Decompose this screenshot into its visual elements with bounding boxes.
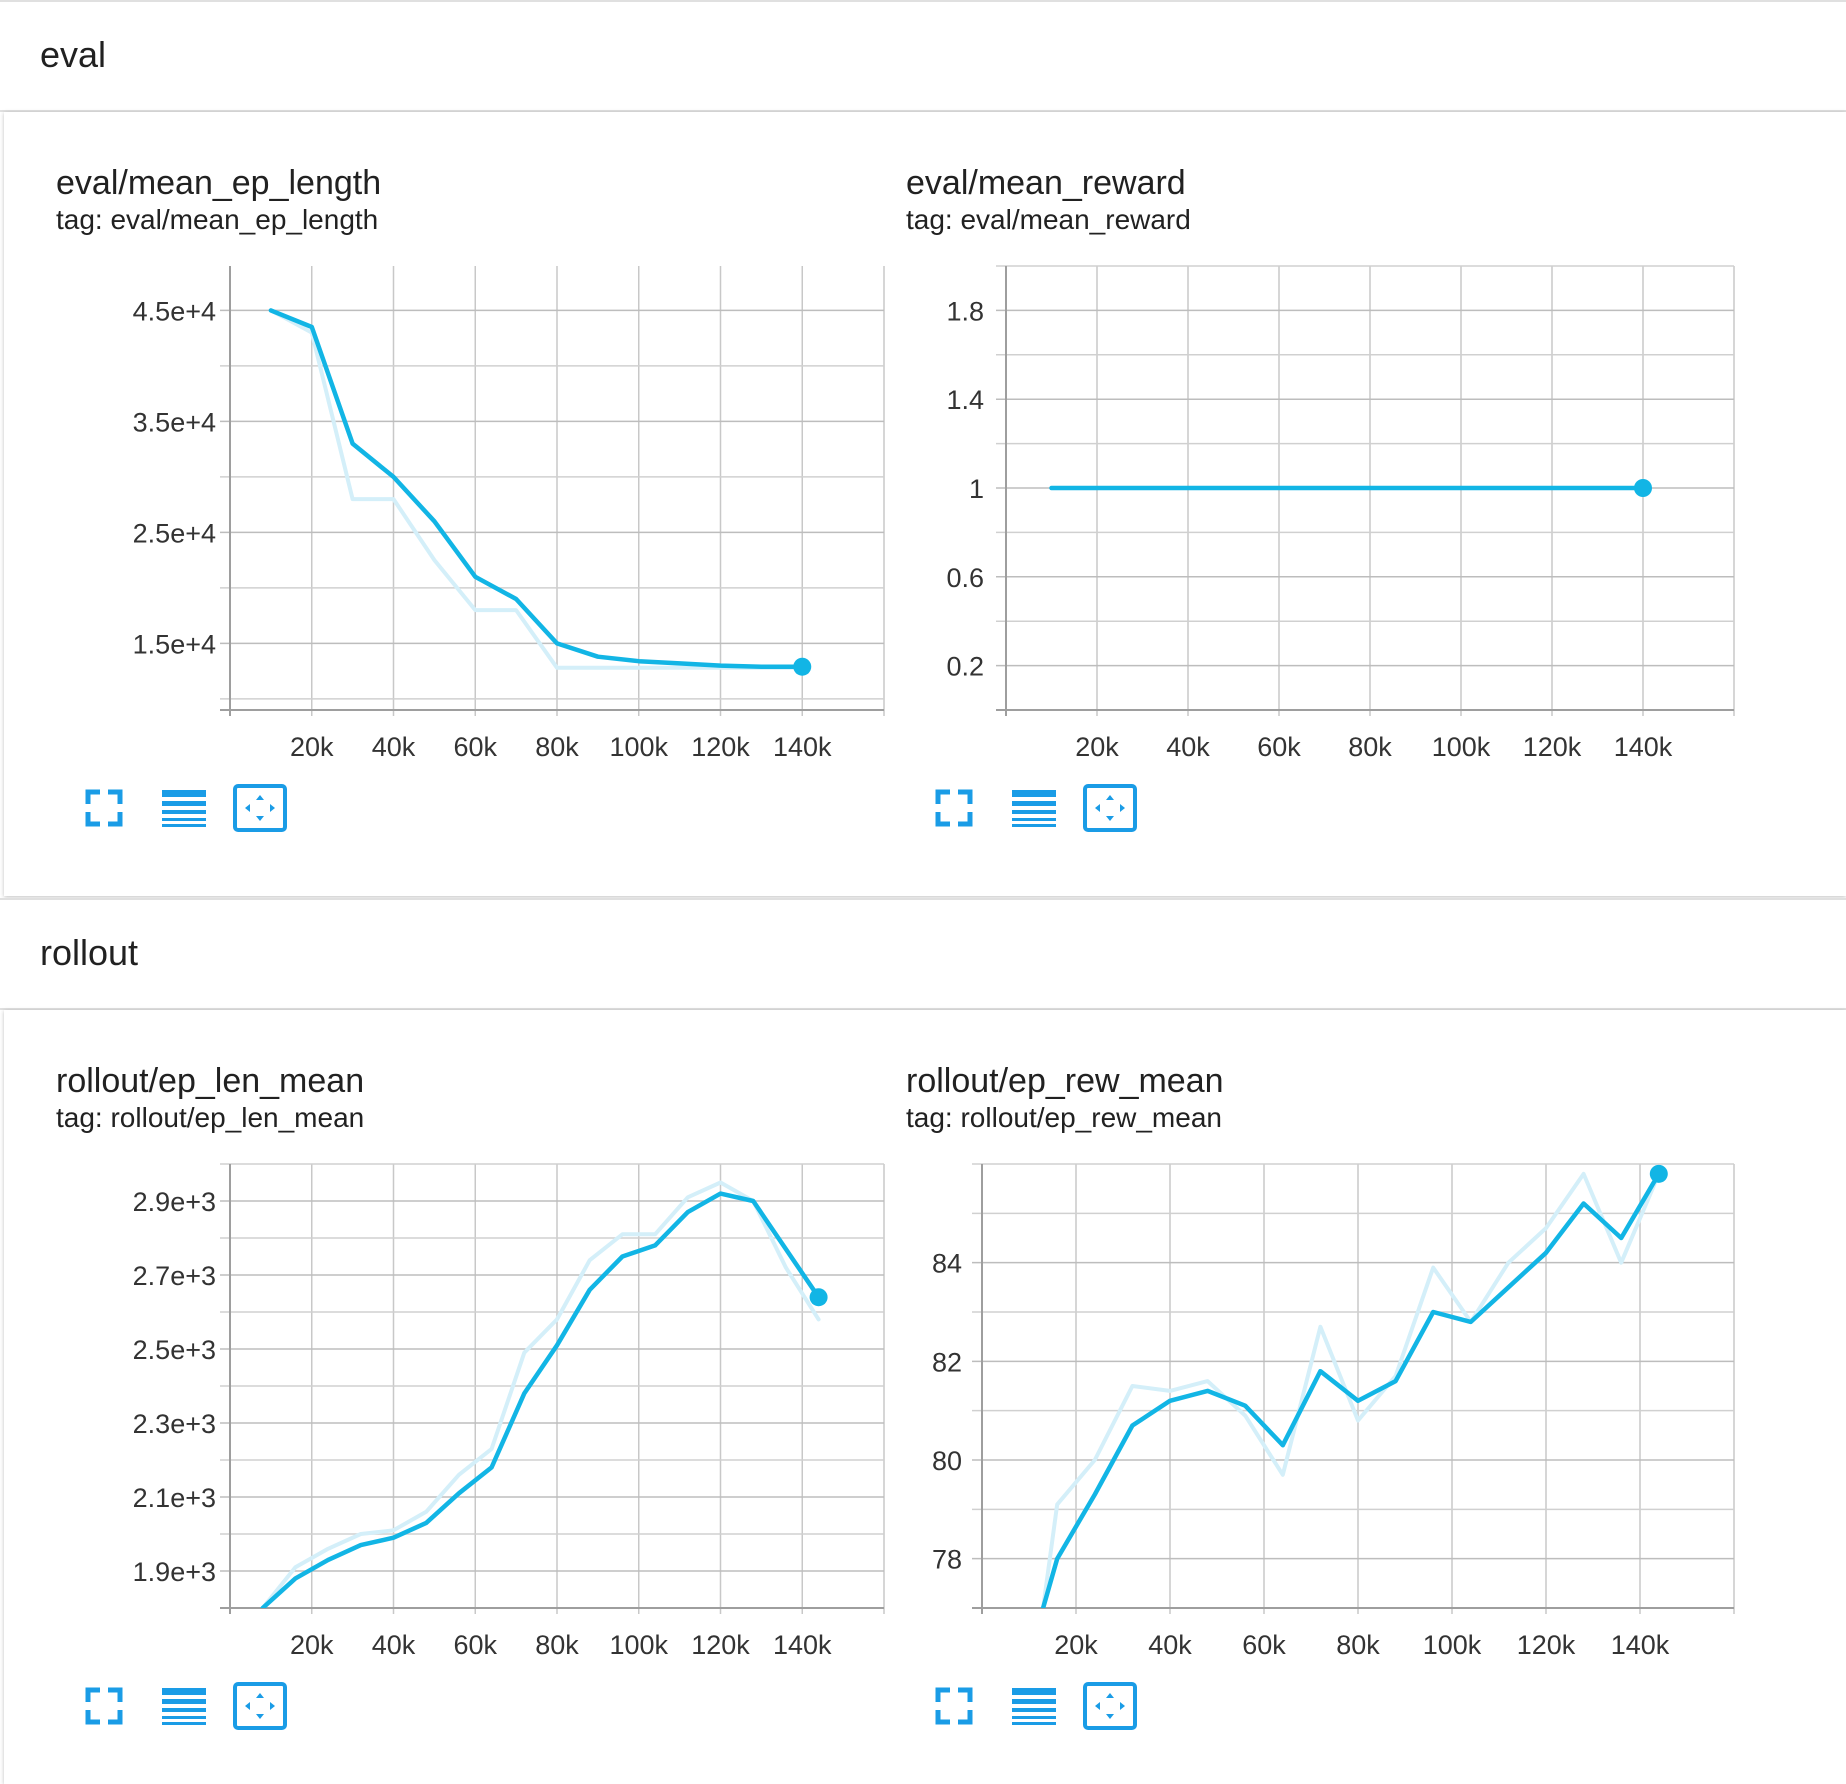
x-tick-label: 140k [1614, 732, 1673, 762]
section-body-rollout: rollout/ep_len_mean tag: rollout/ep_len_… [4, 1010, 1846, 1784]
y-tick-label: 2.9e+3 [133, 1187, 216, 1217]
x-tick-label: 60k [1242, 1630, 1286, 1660]
line-chart[interactable]: 20k 40k 60k 80k 100k 120k 140k 1.9e+3 2.1e+3 2.3e… [4, 1010, 924, 1670]
y-tick-label: 2.5e+3 [133, 1335, 216, 1365]
chart-card: eval/mean_ep_length tag: eval/mean_ep_le… [4, 112, 885, 872]
x-tick-label: 100k [1423, 1630, 1482, 1660]
fit-domain-icon[interactable] [232, 1678, 288, 1734]
fullscreen-icon[interactable] [926, 780, 982, 836]
fit-domain-icon[interactable] [1082, 780, 1138, 836]
chart-grid [220, 266, 885, 716]
section-header-rollout[interactable]: rollout [0, 898, 1846, 1010]
y-tick-label: 1.9e+3 [133, 1557, 216, 1587]
x-tick-label: 140k [773, 732, 832, 762]
y-tick-label: 1.8 [946, 296, 984, 326]
chart-card: eval/mean_reward tag: eval/mean_reward 2… [854, 112, 1735, 872]
y-tick-label: 84 [932, 1249, 962, 1279]
toggle-log-scale-icon[interactable] [1006, 780, 1062, 836]
x-tick-label: 140k [773, 1630, 832, 1660]
toggle-log-scale-icon[interactable] [156, 1678, 212, 1734]
card-title: rollout/ep_len_mean [56, 1062, 365, 1100]
line-chart[interactable]: 20k 40k 60k 80k 100k 120k 140k 0.2 0.6 1 1.4 1.8 [854, 112, 1774, 772]
last-point-marker [1634, 479, 1652, 497]
card-title: rollout/ep_rew_mean [906, 1062, 1224, 1100]
y-tick-label: 3.5e+4 [133, 407, 216, 437]
section-title: eval [40, 34, 107, 75]
chart-card: rollout/ep_len_mean tag: rollout/ep_len_… [4, 1010, 885, 1770]
card-tag: tag: rollout/ep_len_mean [56, 1102, 365, 1133]
section-title: rollout [40, 932, 139, 973]
section-header-eval[interactable]: eval [0, 0, 1846, 112]
y-tick-label: 2.5e+4 [133, 518, 216, 548]
smoothed-series-line [260, 1191, 821, 1608]
x-tick-label: 40k [372, 1630, 416, 1660]
toggle-log-scale-icon[interactable] [156, 780, 212, 836]
x-tick-label: 80k [1348, 732, 1392, 762]
line-chart[interactable]: 20k 40k 60k 80k 100k 120k 140k 78 80 82 84 [854, 1010, 1774, 1670]
last-point-marker [1649, 1164, 1668, 1183]
raw-series-line [268, 308, 805, 670]
fit-domain-icon[interactable] [232, 780, 288, 836]
card-title: eval/mean_ep_length [56, 164, 382, 202]
fullscreen-icon[interactable] [76, 1678, 132, 1734]
y-tick-label: 80 [932, 1446, 962, 1476]
y-tick-label: 1 [969, 474, 984, 504]
x-tick-label: 80k [535, 1630, 579, 1660]
smoothed-series-line [268, 308, 805, 669]
fullscreen-icon[interactable] [926, 1678, 982, 1734]
line-chart[interactable]: 20k 40k 60k 80k 100k 120k 140k 1.5e+4 2.5e+4 3.5e… [4, 112, 924, 772]
raw-series-line [1041, 1171, 1661, 1608]
section-body-eval: eval/mean_ep_length tag: eval/mean_ep_le… [4, 112, 1846, 896]
x-tick-label: 60k [453, 1630, 497, 1660]
y-tick-label: 78 [932, 1545, 962, 1575]
x-tick-label: 60k [1257, 732, 1301, 762]
y-tick-label: 0.6 [946, 563, 984, 593]
chart-grid [996, 265, 1735, 716]
chart-card: rollout/ep_rew_mean tag: rollout/ep_rew_… [854, 1010, 1735, 1770]
x-tick-label: 40k [372, 732, 416, 762]
y-tick-label: 82 [932, 1347, 962, 1377]
x-tick-label: 100k [1432, 732, 1491, 762]
fullscreen-icon[interactable] [76, 780, 132, 836]
x-tick-label: 20k [290, 1630, 334, 1660]
card-tag: tag: eval/mean_ep_length [56, 204, 379, 235]
x-tick-label: 100k [609, 1630, 668, 1660]
raw-series-line [260, 1180, 821, 1608]
y-tick-label: 0.2 [946, 652, 984, 682]
x-tick-label: 20k [1054, 1630, 1098, 1660]
smoothed-series-line [1040, 1171, 1662, 1608]
y-tick-label: 1.5e+4 [133, 629, 216, 659]
x-tick-label: 20k [290, 732, 334, 762]
last-point-marker [809, 1288, 828, 1307]
toggle-log-scale-icon[interactable] [1006, 1678, 1062, 1734]
x-tick-label: 100k [609, 732, 668, 762]
y-tick-label: 2.3e+3 [133, 1409, 216, 1439]
y-tick-label: 1.4 [946, 385, 984, 415]
x-tick-label: 140k [1611, 1630, 1670, 1660]
x-tick-label: 120k [1523, 732, 1582, 762]
x-tick-label: 20k [1075, 732, 1119, 762]
card-tag: tag: rollout/ep_rew_mean [906, 1102, 1222, 1133]
card-title: eval/mean_reward [906, 164, 1186, 202]
x-tick-label: 80k [535, 732, 579, 762]
x-tick-label: 120k [1517, 1630, 1576, 1660]
y-tick-label: 2.1e+3 [133, 1483, 216, 1513]
fit-domain-icon[interactable] [1082, 1678, 1138, 1734]
x-tick-label: 120k [691, 732, 750, 762]
y-tick-label: 2.7e+3 [133, 1261, 216, 1291]
x-tick-label: 40k [1148, 1630, 1192, 1660]
x-tick-label: 40k [1166, 732, 1210, 762]
chart-grid [220, 1163, 885, 1614]
card-tag: tag: eval/mean_reward [906, 204, 1191, 235]
x-tick-label: 80k [1336, 1630, 1380, 1660]
y-tick-label: 4.5e+4 [133, 296, 216, 326]
x-tick-label: 120k [691, 1630, 750, 1660]
chart-grid [972, 1163, 1735, 1614]
x-tick-label: 60k [453, 732, 497, 762]
last-point-marker [793, 657, 812, 676]
